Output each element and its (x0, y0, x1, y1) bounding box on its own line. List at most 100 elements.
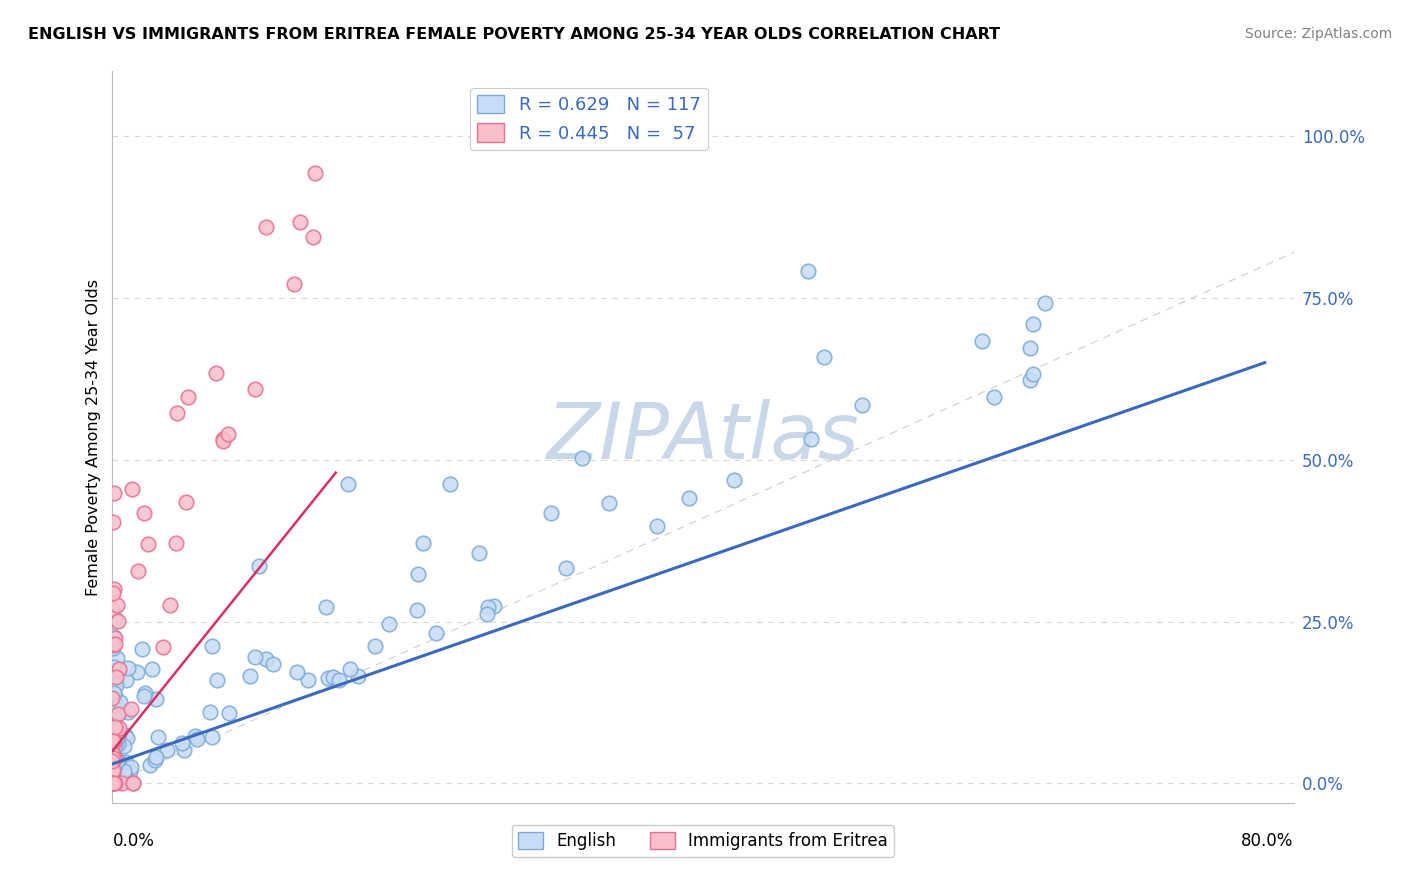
Text: 80.0%: 80.0% (1241, 832, 1294, 850)
Point (145, 750, 167, 764)
Point (112, 764, 135, 778)
Point (103, 776, 125, 790)
Point (114, 768, 136, 782)
Point (111, 776, 134, 790)
Point (297, 673, 319, 688)
Point (1022, 367, 1045, 381)
Point (186, 732, 208, 747)
Point (121, 482, 143, 496)
Point (117, 705, 139, 719)
Point (107, 771, 129, 785)
Point (468, 546, 491, 560)
Point (101, 741, 124, 756)
Point (104, 669, 127, 683)
Point (598, 496, 620, 510)
Point (101, 747, 124, 761)
Text: Source: ZipAtlas.com: Source: ZipAtlas.com (1244, 27, 1392, 41)
Point (105, 754, 128, 768)
Point (104, 751, 127, 765)
Point (101, 640, 124, 655)
Point (101, 776, 124, 790)
Point (104, 776, 127, 790)
Point (475, 607, 498, 622)
Point (101, 776, 124, 790)
Point (723, 473, 745, 487)
Point (339, 662, 361, 676)
Point (115, 755, 138, 769)
Point (322, 670, 344, 684)
Point (107, 615, 129, 629)
Point (107, 651, 129, 665)
Point (132, 506, 155, 520)
Point (118, 764, 141, 779)
Point (101, 629, 124, 643)
Point (262, 657, 284, 672)
Point (105, 698, 128, 712)
Point (201, 730, 224, 744)
Point (141, 662, 163, 676)
Point (105, 733, 128, 747)
Point (101, 759, 124, 773)
Point (105, 598, 128, 612)
Point (103, 582, 125, 596)
Point (101, 736, 124, 750)
Point (101, 776, 124, 790)
Point (304, 166, 326, 180)
Point (678, 491, 700, 505)
Point (103, 486, 125, 500)
Point (107, 729, 129, 743)
Point (115, 731, 138, 745)
Point (108, 705, 131, 719)
Point (800, 432, 823, 446)
Point (285, 665, 308, 679)
Point (425, 625, 447, 640)
Y-axis label: Female Poverty Among 25-34 Year Olds: Female Poverty Among 25-34 Year Olds (86, 278, 101, 596)
Point (101, 731, 124, 745)
Point (316, 671, 339, 685)
Point (170, 736, 193, 750)
Point (851, 398, 873, 412)
Point (101, 765, 124, 780)
Point (134, 686, 156, 700)
Point (363, 640, 385, 654)
Point (108, 735, 131, 749)
Point (1033, 295, 1056, 310)
Point (103, 757, 125, 772)
Point (797, 264, 820, 278)
Point (254, 652, 277, 666)
Point (107, 737, 129, 751)
Point (107, 662, 129, 676)
Point (166, 406, 188, 420)
Point (555, 561, 578, 575)
Point (107, 707, 129, 722)
Point (205, 673, 228, 688)
Point (347, 669, 370, 683)
Point (1019, 342, 1042, 356)
Point (101, 731, 124, 745)
Point (138, 537, 160, 551)
Point (1018, 373, 1040, 387)
Point (145, 692, 167, 706)
Point (101, 776, 124, 790)
Point (406, 566, 429, 581)
Point (131, 642, 153, 657)
Point (108, 768, 131, 782)
Point (103, 660, 125, 674)
Point (114, 729, 136, 743)
Point (127, 565, 149, 579)
Point (122, 776, 145, 790)
Point (101, 756, 124, 771)
Point (101, 690, 124, 704)
Point (114, 673, 136, 687)
Point (302, 230, 325, 244)
Point (104, 678, 127, 692)
Point (288, 215, 311, 229)
Point (972, 334, 994, 348)
Point (165, 536, 187, 550)
Point (120, 759, 142, 773)
Point (205, 366, 228, 380)
Point (101, 586, 124, 600)
Point (101, 737, 124, 751)
Point (406, 603, 429, 617)
Point (477, 599, 499, 614)
